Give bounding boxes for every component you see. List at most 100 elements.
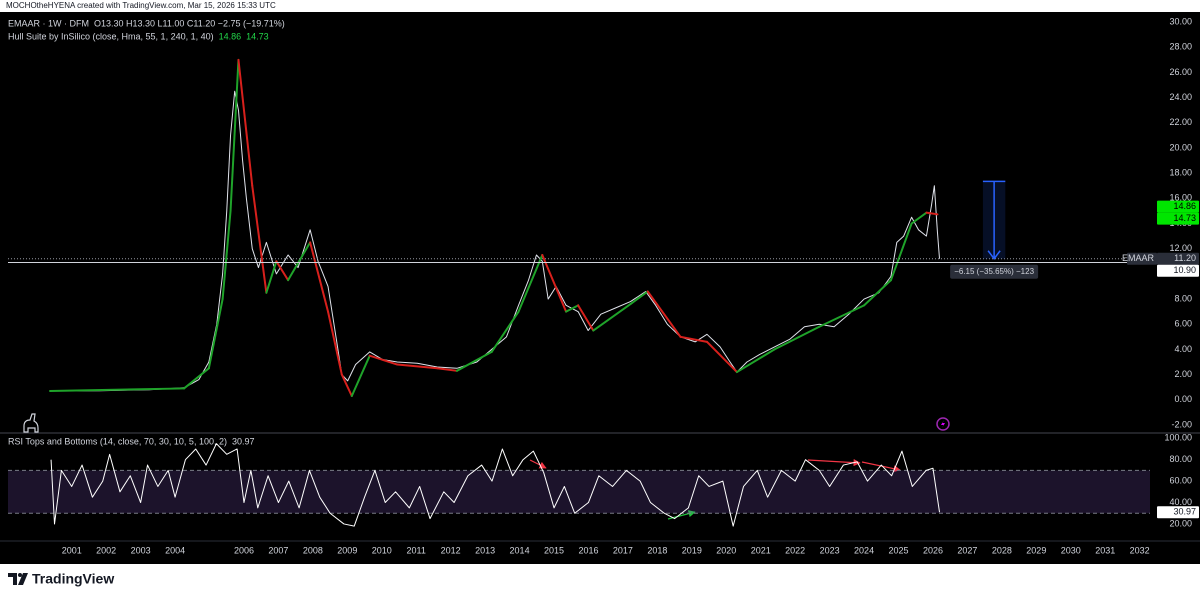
tv-logo — [8, 573, 28, 585]
x-tick-label: 2032 — [1130, 545, 1150, 555]
legend-rsi: RSI Tops and Bottoms (14, close, 70, 30,… — [8, 436, 255, 446]
price-tag-bg — [1157, 200, 1199, 213]
x-tick-label: 2011 — [407, 545, 426, 555]
hull-segment — [251, 184, 268, 294]
hull-segment — [183, 367, 210, 390]
y-tick-label: 100.00 — [1164, 433, 1192, 443]
hull-segment — [455, 350, 493, 372]
price-tag-bg — [1157, 264, 1199, 277]
y-tick-label: 22.00 — [1169, 117, 1192, 127]
x-tick-label: 2006 — [234, 545, 254, 555]
x-tick-label: 2003 — [131, 545, 151, 555]
measure-label-bg — [950, 264, 1039, 279]
hull-segment — [735, 348, 776, 374]
x-tick-label: 2001 — [62, 545, 82, 555]
price-tag: 11.20 — [1174, 253, 1196, 263]
hull-segment — [368, 354, 399, 366]
tv-dino-icon — [23, 413, 39, 433]
y-tick-label: 2.00 — [1174, 369, 1192, 379]
y-tick-label: 26.00 — [1169, 67, 1192, 77]
x-tick-label: 2008 — [303, 545, 323, 555]
hull-segment — [340, 373, 353, 397]
price-tag-bg — [1127, 252, 1157, 265]
hull-segment — [705, 340, 738, 374]
hull-segment — [863, 279, 892, 307]
price-line — [50, 90, 941, 392]
x-tick-label: 2026 — [923, 545, 943, 555]
measure-label: −6.15 (−35.65%) −123 — [954, 267, 1034, 276]
x-tick-label: 2009 — [337, 545, 357, 555]
price-tag-bg — [1157, 252, 1199, 265]
price-tag: 30.97 — [1173, 507, 1196, 517]
hull-segment — [265, 260, 278, 294]
hull-title: Hull Suite by InSilico (close, Hma, 55, … — [8, 31, 214, 41]
hull-segment — [517, 253, 544, 313]
x-tick-label: 2019 — [682, 545, 702, 555]
x-tick-label: 2024 — [854, 545, 874, 555]
hull-segment — [327, 310, 343, 376]
x-tick-label: 2022 — [785, 545, 805, 555]
event-icon[interactable] — [936, 417, 950, 431]
hull-segment — [229, 58, 240, 212]
x-tick-label: 2002 — [96, 545, 116, 555]
hull-segment — [818, 304, 866, 328]
x-tick-label: 2014 — [510, 545, 530, 555]
hull-segment — [925, 211, 939, 216]
price-tag: EMAAR — [1122, 253, 1155, 263]
x-tick-label: 2023 — [820, 545, 840, 555]
x-tick-label: 2013 — [475, 545, 495, 555]
hull-segment — [275, 260, 290, 282]
y-tick-label: -2.00 — [1171, 419, 1192, 429]
price-tag-bg — [1157, 212, 1199, 225]
hull-segment — [629, 290, 649, 306]
x-tick-label: 2020 — [716, 545, 736, 555]
y-tick-label: 60.00 — [1169, 475, 1192, 485]
hull-segment — [49, 387, 186, 392]
hull-segment — [436, 367, 458, 372]
x-tick-label: 2029 — [1026, 545, 1046, 555]
legend-hull: Hull Suite by InSilico (close, Hma, 55, … — [8, 31, 269, 41]
hull-segment — [592, 303, 632, 332]
y-tick-label: 40.00 — [1169, 497, 1192, 507]
hull-segment — [237, 58, 254, 187]
x-tick-label: 2030 — [1061, 545, 1081, 555]
x-tick-label: 2018 — [647, 545, 667, 555]
y-tick-label: 20.00 — [1169, 142, 1192, 152]
y-tick-label: 24.00 — [1169, 92, 1192, 102]
hull-segment — [889, 222, 913, 282]
hull-segment — [679, 335, 708, 343]
rsi-value: 30.97 — [232, 436, 255, 446]
chart-background — [0, 12, 1200, 564]
header-strip — [0, 0, 1200, 12]
hull-segment — [309, 241, 330, 313]
rsi-title: RSI Tops and Bottoms (14, close, 70, 30,… — [8, 436, 227, 446]
brand: TradingView — [32, 571, 114, 587]
price-tag: 14.73 — [1173, 213, 1196, 223]
y-tick-label: 20.00 — [1169, 518, 1192, 528]
y-tick-label: 28.00 — [1169, 42, 1192, 52]
hull-segment — [773, 325, 821, 351]
hull-segment — [541, 253, 568, 313]
x-tick-label: 2007 — [268, 545, 288, 555]
y-tick-label: 0.00 — [1174, 394, 1192, 404]
footer — [0, 564, 1200, 600]
hull-segment — [577, 304, 595, 332]
y-tick-label: 8.00 — [1174, 293, 1192, 303]
x-tick-label: 2031 — [1095, 545, 1115, 555]
y-tick-label: 30.00 — [1169, 16, 1192, 26]
hull-segment — [646, 290, 682, 338]
price-tag-bg — [1157, 506, 1199, 519]
hull-segment — [910, 211, 928, 225]
hull-segment — [221, 209, 232, 301]
hull-segment — [207, 298, 224, 370]
price-tag: 14.86 — [1173, 201, 1196, 211]
y-tick-label: 12.00 — [1169, 243, 1192, 253]
hull-value: 14.73 — [246, 31, 269, 41]
x-tick-label: 2028 — [992, 545, 1012, 555]
rsi-band — [8, 470, 1150, 514]
y-tick-label: 80.00 — [1169, 454, 1192, 464]
y-tick-label: 4.00 — [1174, 344, 1192, 354]
hull-segment — [287, 241, 312, 282]
ohlc: O13.30 H13.30 L11.00 C11.20 −2.75 (−19.7… — [94, 18, 285, 28]
